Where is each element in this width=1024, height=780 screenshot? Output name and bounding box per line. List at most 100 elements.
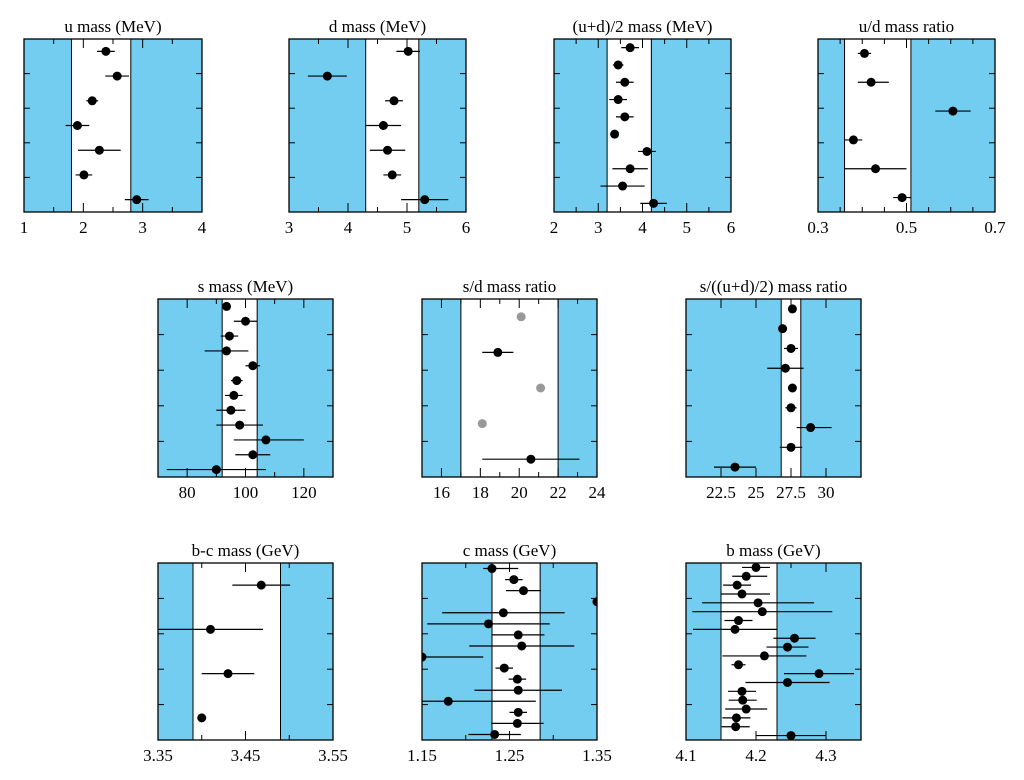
x-tick-label: 3.35 bbox=[143, 746, 173, 765]
x-tick-label: 4.1 bbox=[675, 746, 696, 765]
allowed-band bbox=[844, 39, 911, 212]
x-tick-label: 3.55 bbox=[318, 746, 348, 765]
data-point bbox=[786, 442, 796, 452]
data-point bbox=[783, 677, 792, 687]
data-point bbox=[241, 316, 250, 326]
data-points bbox=[422, 564, 597, 739]
data-point bbox=[79, 170, 89, 180]
data-point bbox=[848, 135, 858, 145]
data-point bbox=[897, 193, 907, 203]
x-tick-label: 0.3 bbox=[807, 218, 828, 237]
panel-frame bbox=[685, 298, 862, 478]
data-point bbox=[226, 405, 236, 415]
data-point bbox=[222, 346, 232, 356]
x-tick-label: 0.5 bbox=[896, 218, 917, 237]
data-point bbox=[778, 324, 788, 334]
data-point bbox=[731, 722, 741, 732]
panel-title: c mass (GeV) bbox=[463, 541, 556, 560]
x-tick-label: 1.25 bbox=[495, 746, 525, 765]
data-point bbox=[223, 669, 233, 679]
data-point bbox=[592, 597, 597, 607]
x-tick-label: 25 bbox=[748, 483, 765, 502]
data-point bbox=[512, 718, 522, 728]
data-point bbox=[112, 71, 122, 81]
data-point bbox=[753, 598, 763, 608]
panel-title: u mass (MeV) bbox=[64, 17, 161, 36]
data-point bbox=[741, 571, 751, 581]
x-tick-label: 18 bbox=[472, 483, 489, 502]
x-tick-label: 22.5 bbox=[706, 483, 736, 502]
data-point bbox=[620, 112, 630, 122]
data-points bbox=[692, 563, 854, 740]
panel-8: b-c mass (GeV) 3.35 3.45 3.55 bbox=[143, 541, 348, 765]
x-tick-label: 120 bbox=[291, 483, 317, 502]
panel-10: b mass (GeV) 4.1 4.2 4.3 bbox=[675, 541, 862, 765]
data-point bbox=[759, 651, 769, 661]
x-tick-label: 27.5 bbox=[776, 483, 806, 502]
data-point bbox=[526, 454, 536, 464]
panel-title: s mass (MeV) bbox=[198, 277, 293, 296]
data-point-muted bbox=[516, 312, 526, 322]
x-tick-label: 3 bbox=[594, 218, 603, 237]
data-point bbox=[790, 633, 799, 643]
panel-frame bbox=[817, 38, 996, 213]
panel-title: u/d mass ratio bbox=[859, 17, 954, 36]
panel-title: s/d mass ratio bbox=[463, 277, 557, 296]
panel-6: s/d mass ratio 16 18 20 22 24 bbox=[421, 277, 606, 502]
data-point bbox=[613, 95, 623, 105]
panel-frame bbox=[685, 562, 862, 741]
data-point bbox=[484, 619, 493, 629]
x-tick-label: 3.45 bbox=[231, 746, 261, 765]
data-point bbox=[224, 331, 234, 341]
data-point bbox=[487, 564, 497, 574]
data-point bbox=[322, 71, 332, 81]
data-points bbox=[714, 304, 832, 472]
data-point bbox=[731, 713, 741, 723]
data-point bbox=[859, 48, 869, 58]
data-point bbox=[786, 731, 796, 740]
allowed-band bbox=[607, 39, 652, 212]
data-point bbox=[786, 403, 796, 413]
data-point bbox=[734, 616, 743, 626]
x-tick-label: 4 bbox=[638, 218, 647, 237]
data-point bbox=[206, 624, 215, 634]
panel-title: d mass (MeV) bbox=[329, 17, 426, 36]
data-point bbox=[625, 43, 635, 53]
data-points bbox=[307, 46, 449, 205]
data-point bbox=[866, 77, 876, 87]
panel-title: b-c mass (GeV) bbox=[192, 541, 300, 560]
data-point bbox=[261, 435, 271, 445]
x-tick-label: 2 bbox=[79, 218, 88, 237]
data-point-muted bbox=[477, 419, 487, 429]
panel-frame bbox=[157, 298, 334, 478]
panel-frame bbox=[553, 38, 732, 213]
panel-5: s mass (MeV) 80 100 120 bbox=[157, 277, 334, 502]
x-tick-label: 4 bbox=[198, 218, 207, 237]
data-point bbox=[751, 563, 761, 572]
x-tick-label: 6 bbox=[727, 218, 736, 237]
panel-frame bbox=[23, 38, 203, 213]
data-point bbox=[403, 46, 413, 56]
excluded-region bbox=[686, 299, 861, 477]
data-point bbox=[499, 663, 509, 673]
data-point bbox=[513, 630, 523, 640]
data-point bbox=[613, 60, 623, 70]
data-point bbox=[517, 641, 527, 651]
x-tick-label: 0.7 bbox=[984, 218, 1006, 237]
data-point bbox=[248, 450, 258, 460]
data-point bbox=[513, 707, 523, 717]
data-points bbox=[158, 580, 291, 723]
data-point bbox=[498, 608, 508, 618]
data-point bbox=[490, 729, 500, 739]
allowed-band bbox=[721, 563, 777, 740]
panel-frame bbox=[421, 562, 598, 741]
data-point bbox=[642, 146, 652, 156]
data-point bbox=[72, 121, 82, 130]
data-point bbox=[383, 145, 393, 155]
data-point bbox=[625, 164, 635, 174]
panel-title: s/((u+d)/2) mass ratio bbox=[700, 277, 847, 296]
data-point bbox=[734, 660, 743, 670]
data-point bbox=[519, 586, 528, 596]
data-point bbox=[229, 390, 239, 400]
